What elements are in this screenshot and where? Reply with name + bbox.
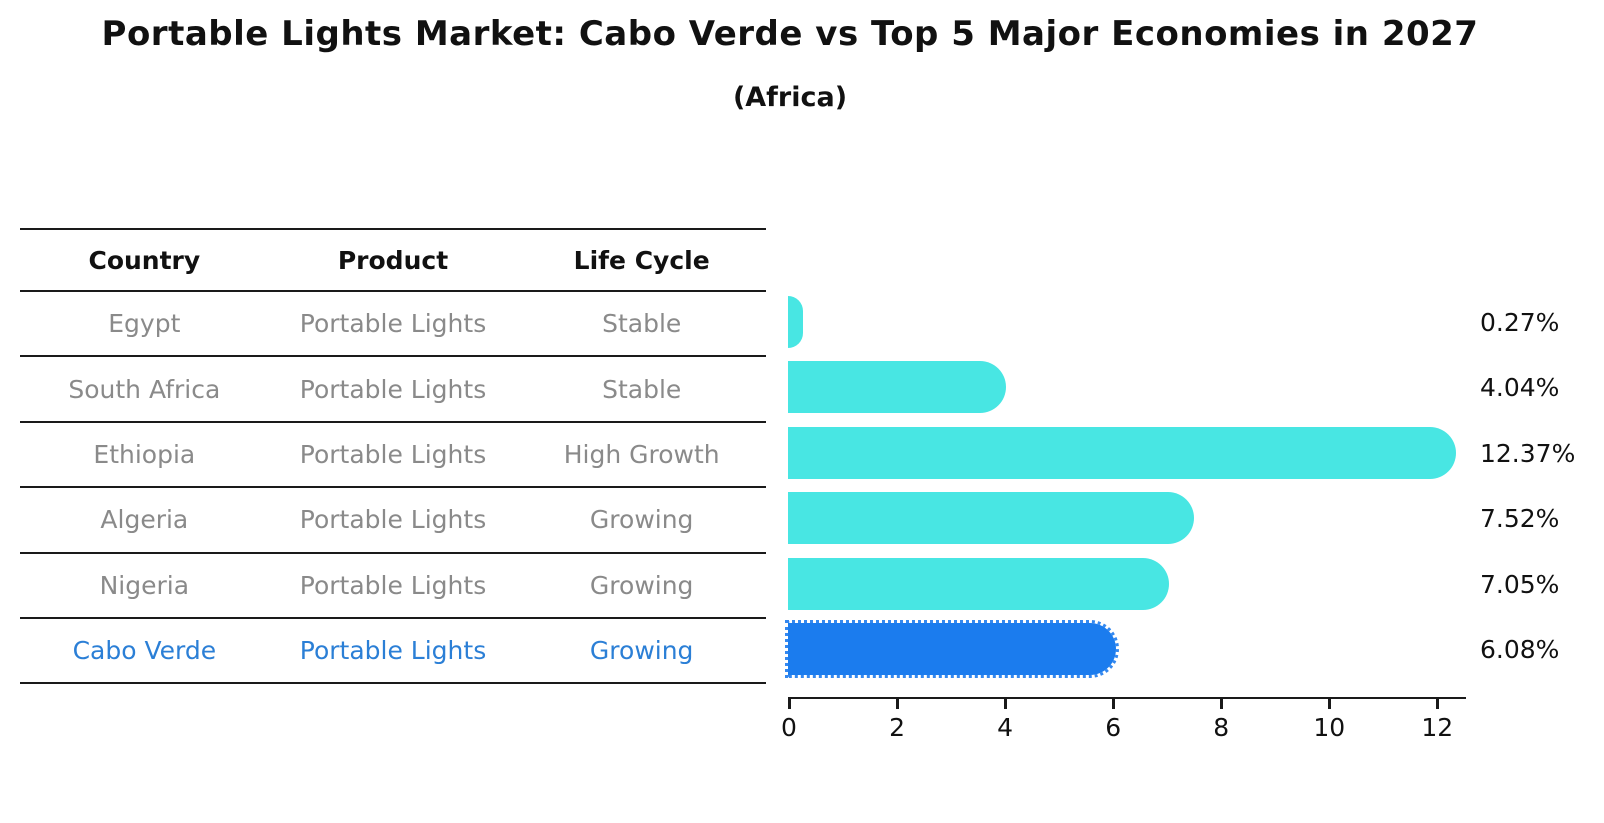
x-axis: 0 2 4 6 8 10 12	[781, 697, 1466, 759]
cell-product: Portable Lights	[299, 505, 487, 535]
bar-row-cabo-verde: 6.08%	[784, 617, 1559, 682]
x-axis-tick-label-0: 0	[781, 713, 797, 742]
bar-row-algeria: 7.52%	[788, 486, 1559, 551]
table-row-egypt: Egypt Portable Lights Stable	[20, 292, 766, 358]
bar-row-ethiopia: 12.37%	[788, 421, 1575, 486]
cell-country: Nigeria	[99, 570, 190, 600]
value-label-nigeria: 7.05%	[1480, 569, 1560, 599]
x-axis-tick-10	[1328, 699, 1331, 709]
cell-product: Portable Lights	[299, 636, 487, 666]
cell-product: Portable Lights	[299, 374, 487, 404]
cell-country: Algeria	[100, 505, 189, 535]
x-axis-tick-6	[1112, 699, 1115, 709]
cell-life-cycle: Growing	[589, 636, 694, 666]
cell-product: Portable Lights	[299, 570, 487, 600]
cell-life-cycle: High Growth	[563, 439, 720, 469]
x-axis-tick-8	[1220, 699, 1223, 709]
cell-life-cycle: Stable	[602, 309, 682, 339]
column-header-life-cycle: Life Cycle	[573, 245, 710, 275]
value-label-cabo-verde: 6.08%	[1480, 634, 1560, 664]
bar-ethiopia	[788, 426, 1457, 479]
x-axis-tick-label-12: 12	[1421, 713, 1454, 742]
table-header-row: Country Product Life Cycle	[20, 230, 766, 292]
x-axis-tick-2	[896, 699, 899, 709]
bar-row-south-africa: 4.04%	[788, 355, 1559, 420]
value-label-algeria: 7.52%	[1480, 504, 1560, 534]
comparison-table: Country Product Life Cycle Egypt Portable…	[20, 228, 766, 685]
value-label-south-africa: 4.04%	[1480, 373, 1560, 403]
x-axis-tick-label-2: 2	[889, 713, 905, 742]
chart-title: Portable Lights Market: Cabo Verde vs To…	[101, 14, 1479, 54]
x-axis-tick-label-10: 10	[1313, 713, 1346, 742]
column-header-country: Country	[88, 245, 201, 275]
bar-row-egypt: 0.27%	[788, 290, 1559, 355]
table-row-nigeria: Nigeria Portable Lights Growing	[20, 554, 766, 619]
cell-life-cycle: Growing	[589, 505, 694, 535]
cell-country: South Africa	[68, 374, 221, 404]
x-axis-tick-label-6: 6	[1105, 713, 1122, 742]
table-row-ethiopia: Ethiopia Portable Lights High Growth	[20, 423, 766, 489]
bar-nigeria	[788, 557, 1169, 610]
cell-country: Egypt	[108, 309, 181, 339]
bar-algeria	[788, 492, 1195, 545]
table-row-cabo-verde: Cabo Verde Portable Lights Growing	[20, 619, 766, 685]
x-axis-tick-label-4: 4	[997, 713, 1014, 742]
bar-chart-plot-area: 0.27% 4.04% 12.37% 7.52% 7.05% 6.08%	[784, 290, 1575, 683]
cell-life-cycle: Stable	[602, 374, 682, 404]
bar-row-nigeria: 7.05%	[788, 552, 1559, 617]
bar-egypt	[788, 296, 803, 348]
value-label-ethiopia: 12.37%	[1480, 438, 1576, 468]
table-body: Egypt Portable Lights Stable South Africa Po…	[20, 292, 766, 685]
value-label-egypt: 0.27%	[1480, 308, 1560, 337]
table-row-algeria: Algeria Portable Lights Growing	[20, 488, 766, 554]
chart-subtitle: (Africa)	[732, 82, 848, 113]
cell-product: Portable Lights	[299, 309, 487, 339]
x-axis-tick-4	[1004, 699, 1007, 709]
cell-life-cycle: Growing	[589, 570, 694, 600]
cell-product: Portable Lights	[299, 439, 487, 469]
x-axis-tick-12	[1436, 699, 1439, 709]
cell-country: Ethiopia	[93, 439, 196, 469]
x-axis-tick-0	[788, 699, 791, 709]
x-axis-tick-label-8: 8	[1213, 713, 1230, 742]
column-header-product: Product	[337, 245, 449, 275]
bar-south-africa	[788, 361, 1007, 414]
cell-country: Cabo Verde	[72, 636, 217, 666]
bar-cabo-verde	[784, 619, 1120, 678]
table-row-south-africa: South Africa Portable Lights Stable	[20, 357, 766, 423]
